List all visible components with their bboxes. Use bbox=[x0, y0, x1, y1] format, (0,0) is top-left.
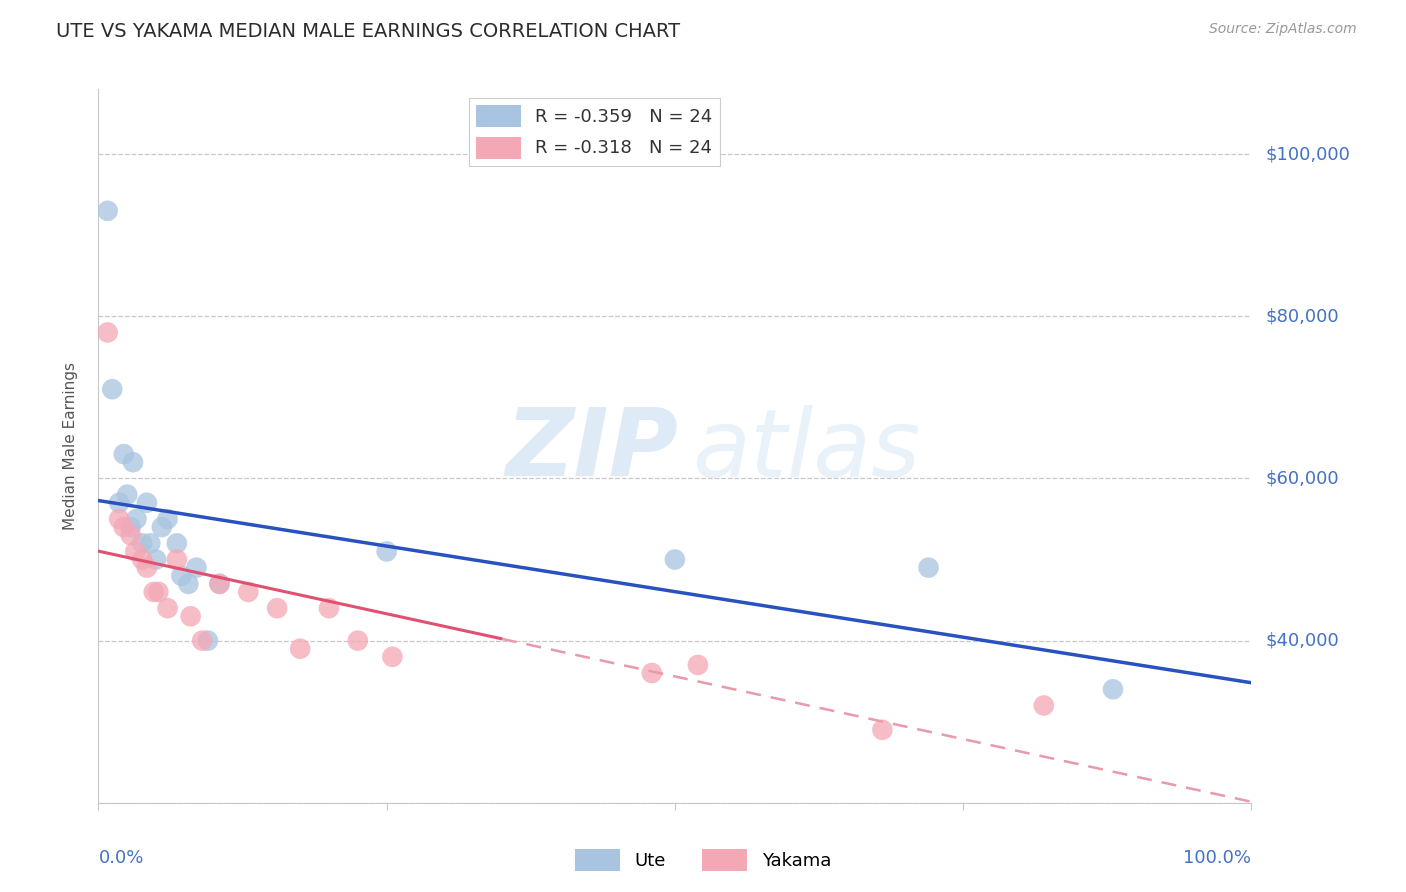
Point bbox=[166, 536, 188, 550]
Point bbox=[97, 203, 120, 218]
Point bbox=[381, 649, 404, 664]
Point bbox=[97, 326, 120, 340]
Text: 0.0%: 0.0% bbox=[98, 849, 143, 867]
Point bbox=[872, 723, 894, 737]
Point bbox=[135, 496, 157, 510]
Point bbox=[120, 528, 142, 542]
Point bbox=[375, 544, 398, 558]
Point bbox=[150, 520, 173, 534]
Point bbox=[1102, 682, 1125, 697]
Text: 100.0%: 100.0% bbox=[1184, 849, 1251, 867]
Point bbox=[170, 568, 193, 582]
Text: atlas: atlas bbox=[692, 405, 921, 496]
Point bbox=[208, 577, 231, 591]
Point bbox=[112, 520, 135, 534]
Legend: R = -0.359   N = 24, R = -0.318   N = 24: R = -0.359 N = 24, R = -0.318 N = 24 bbox=[468, 98, 720, 166]
Point bbox=[197, 633, 219, 648]
Point bbox=[131, 536, 153, 550]
Text: $100,000: $100,000 bbox=[1265, 145, 1350, 163]
Point bbox=[108, 496, 131, 510]
Point bbox=[120, 520, 142, 534]
Point bbox=[156, 512, 179, 526]
Point bbox=[101, 382, 124, 396]
Point bbox=[122, 455, 145, 469]
Text: $60,000: $60,000 bbox=[1265, 469, 1339, 487]
Point bbox=[1032, 698, 1054, 713]
Point bbox=[166, 552, 188, 566]
Point bbox=[686, 657, 709, 672]
Point bbox=[112, 447, 135, 461]
Point bbox=[145, 552, 167, 566]
Point bbox=[108, 512, 131, 526]
Point bbox=[318, 601, 340, 615]
Point bbox=[290, 641, 312, 656]
Point bbox=[208, 577, 231, 591]
Point bbox=[664, 552, 686, 566]
Point bbox=[148, 585, 170, 599]
Point bbox=[124, 544, 146, 558]
Point bbox=[142, 585, 165, 599]
Point bbox=[238, 585, 260, 599]
Point bbox=[177, 577, 200, 591]
Point bbox=[641, 666, 664, 681]
Point bbox=[117, 488, 139, 502]
Point bbox=[180, 609, 202, 624]
Text: $80,000: $80,000 bbox=[1265, 307, 1339, 326]
Y-axis label: Median Male Earnings: Median Male Earnings bbox=[63, 362, 77, 530]
Text: UTE VS YAKAMA MEDIAN MALE EARNINGS CORRELATION CHART: UTE VS YAKAMA MEDIAN MALE EARNINGS CORRE… bbox=[56, 22, 681, 41]
Point bbox=[139, 536, 162, 550]
Text: $40,000: $40,000 bbox=[1265, 632, 1339, 649]
Text: Source: ZipAtlas.com: Source: ZipAtlas.com bbox=[1209, 22, 1357, 37]
Point bbox=[125, 512, 148, 526]
Point bbox=[347, 633, 370, 648]
Point bbox=[191, 633, 214, 648]
Text: ZIP: ZIP bbox=[506, 404, 678, 497]
Point bbox=[266, 601, 288, 615]
Point bbox=[186, 560, 208, 574]
Point bbox=[135, 560, 157, 574]
Point bbox=[156, 601, 179, 615]
Point bbox=[131, 552, 153, 566]
Legend: Ute, Yakama: Ute, Yakama bbox=[568, 842, 838, 879]
Point bbox=[917, 560, 939, 574]
